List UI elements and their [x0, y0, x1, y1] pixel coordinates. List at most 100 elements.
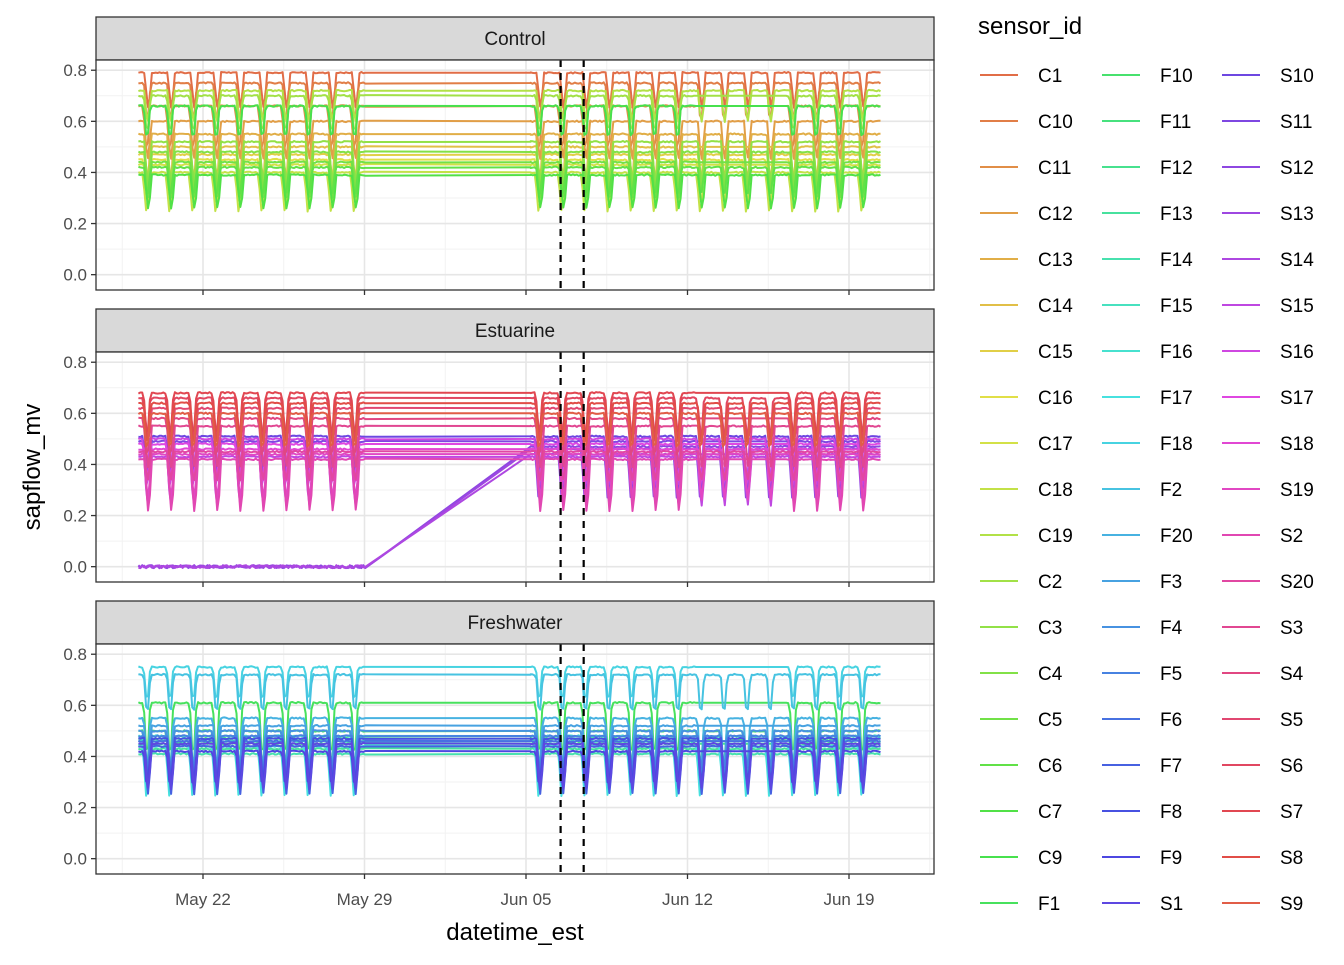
series-line-S17 — [138, 442, 881, 482]
panel-background — [96, 644, 934, 874]
legend-label-F9: F9 — [1160, 848, 1182, 869]
legend-label-F10: F10 — [1160, 66, 1193, 87]
legend-label-F13: F13 — [1160, 204, 1193, 225]
legend-title: sensor_id — [978, 13, 1082, 40]
legend-label-C13: C13 — [1038, 250, 1073, 271]
legend-label-S19: S19 — [1280, 480, 1314, 501]
series-line-C5 — [138, 160, 881, 199]
series-line-C18 — [137, 170, 881, 213]
legend-label-F4: F4 — [1160, 618, 1183, 639]
series-lines — [137, 391, 882, 570]
series-line-F18 — [138, 665, 881, 699]
x-tick-label: May 22 — [175, 890, 231, 909]
series-line-S6 — [138, 396, 881, 443]
y-tick-label: 0.2 — [63, 507, 87, 526]
legend-label-S20: S20 — [1280, 572, 1314, 593]
series-line-C10 — [138, 81, 882, 120]
series-line-S20 — [138, 449, 881, 482]
legend-label-S18: S18 — [1280, 434, 1314, 455]
legend-label-C17: C17 — [1038, 434, 1073, 455]
legend-label-C4: C4 — [1038, 664, 1063, 685]
facet-strip-label: Control — [484, 29, 545, 50]
series-line-C1 — [138, 71, 881, 109]
legend-label-F20: F20 — [1160, 526, 1193, 547]
facet-strip — [95, 600, 935, 645]
legend-label-C12: C12 — [1038, 204, 1073, 225]
legend-label-C14: C14 — [1038, 296, 1073, 317]
y-tick-label: 0.6 — [63, 112, 87, 131]
series-line-C2 — [138, 94, 881, 130]
y-tick-label: 0.6 — [63, 404, 87, 423]
legend-label-S14: S14 — [1280, 250, 1314, 271]
series-line-C7 — [138, 173, 881, 210]
y-tick-label: 0.8 — [63, 61, 87, 80]
legend-label-C3: C3 — [1038, 618, 1062, 639]
facet-panel-freshwater: Freshwater 0.0 0.2 0.4 0.6 0.8 — [63, 600, 935, 879]
legend-label-F3: F3 — [1160, 572, 1182, 593]
series-lines — [137, 665, 881, 797]
y-tick-label: 0.4 — [63, 747, 87, 766]
y-tick-label: 0.4 — [63, 163, 87, 182]
legend-label-F1: F1 — [1038, 894, 1060, 915]
legend-label-S6: S6 — [1280, 756, 1303, 777]
series-line-F20 — [138, 716, 881, 764]
series-line-C4 — [137, 150, 881, 193]
y-tick-label: 0.2 — [63, 215, 87, 234]
y-tick-label: 0.6 — [63, 696, 87, 715]
legend-label-S8: S8 — [1280, 848, 1303, 869]
y-tick-label: 0.0 — [63, 850, 87, 869]
facet-strip — [95, 308, 935, 353]
legend-label-F2: F2 — [1160, 480, 1182, 501]
legend-label-F8: F8 — [1160, 802, 1182, 823]
legend: sensor_id C1 C10 C11 C12 C13 C14 C15 C16 C17 C18 C1… — [978, 13, 1314, 915]
legend-label-F14: F14 — [1160, 250, 1193, 271]
legend-label-F17: F17 — [1160, 388, 1193, 409]
legend-label-C5: C5 — [1038, 710, 1062, 731]
series-line-F8 — [138, 736, 881, 786]
facet-panel-control: Control 0.0 0.2 0.4 0.6 0.8 — [63, 16, 935, 295]
legend-label-S16: S16 — [1280, 342, 1314, 363]
legend-label-C18: C18 — [1038, 480, 1073, 501]
x-axis-title: datetime_est — [446, 919, 584, 946]
y-tick-label: 0.8 — [63, 645, 87, 664]
legend-label-F18: F18 — [1160, 434, 1193, 455]
legend-label-F12: F12 — [1160, 158, 1193, 179]
y-tick-label: 0.2 — [63, 799, 87, 818]
legend-label-C7: C7 — [1038, 802, 1062, 823]
legend-label-S4: S4 — [1280, 664, 1304, 685]
legend-label-S13: S13 — [1280, 204, 1314, 225]
y-tick-label: 0.4 — [63, 455, 87, 474]
x-tick-label: Jun 19 — [823, 890, 874, 909]
panel-background — [96, 352, 934, 582]
y-axis-title: sapflow_mv — [19, 404, 46, 531]
series-line-F3 — [138, 724, 881, 776]
series-line-S9 — [137, 411, 881, 448]
legend-label-C10: C10 — [1038, 112, 1073, 133]
series-line-F4 — [138, 729, 881, 777]
series-line-F5 — [138, 734, 881, 770]
series-line-C3 — [138, 140, 882, 184]
legend-label-C9: C9 — [1038, 848, 1062, 869]
panel-border — [95, 59, 935, 291]
panel-border — [95, 351, 935, 583]
series-line-C13 — [138, 132, 881, 185]
series-line-S7 — [137, 391, 881, 433]
series-line-S4 — [138, 416, 881, 457]
y-tick-label: 0.8 — [63, 353, 87, 372]
series-line-C12 — [138, 119, 881, 160]
facet-panel-estuarine: Estuarine 0.0 0.2 0.4 0.6 0.8 — [63, 308, 935, 587]
legend-label-S5: S5 — [1280, 710, 1303, 731]
x-tick-label: Jun 12 — [662, 890, 713, 909]
series-line-C6 — [138, 165, 881, 195]
legend-label-S1: S1 — [1160, 894, 1183, 915]
facet-strip-label: Estuarine — [475, 321, 555, 342]
y-tick-label: 0.0 — [63, 266, 87, 285]
legend-label-F15: F15 — [1160, 296, 1193, 317]
legend-label-S3: S3 — [1280, 618, 1303, 639]
legend-label-C16: C16 — [1038, 388, 1073, 409]
series-line-C15 — [137, 152, 881, 191]
y-tick-label: 0.0 — [63, 558, 87, 577]
legend-label-S12: S12 — [1280, 158, 1314, 179]
facet-strip — [95, 16, 935, 61]
